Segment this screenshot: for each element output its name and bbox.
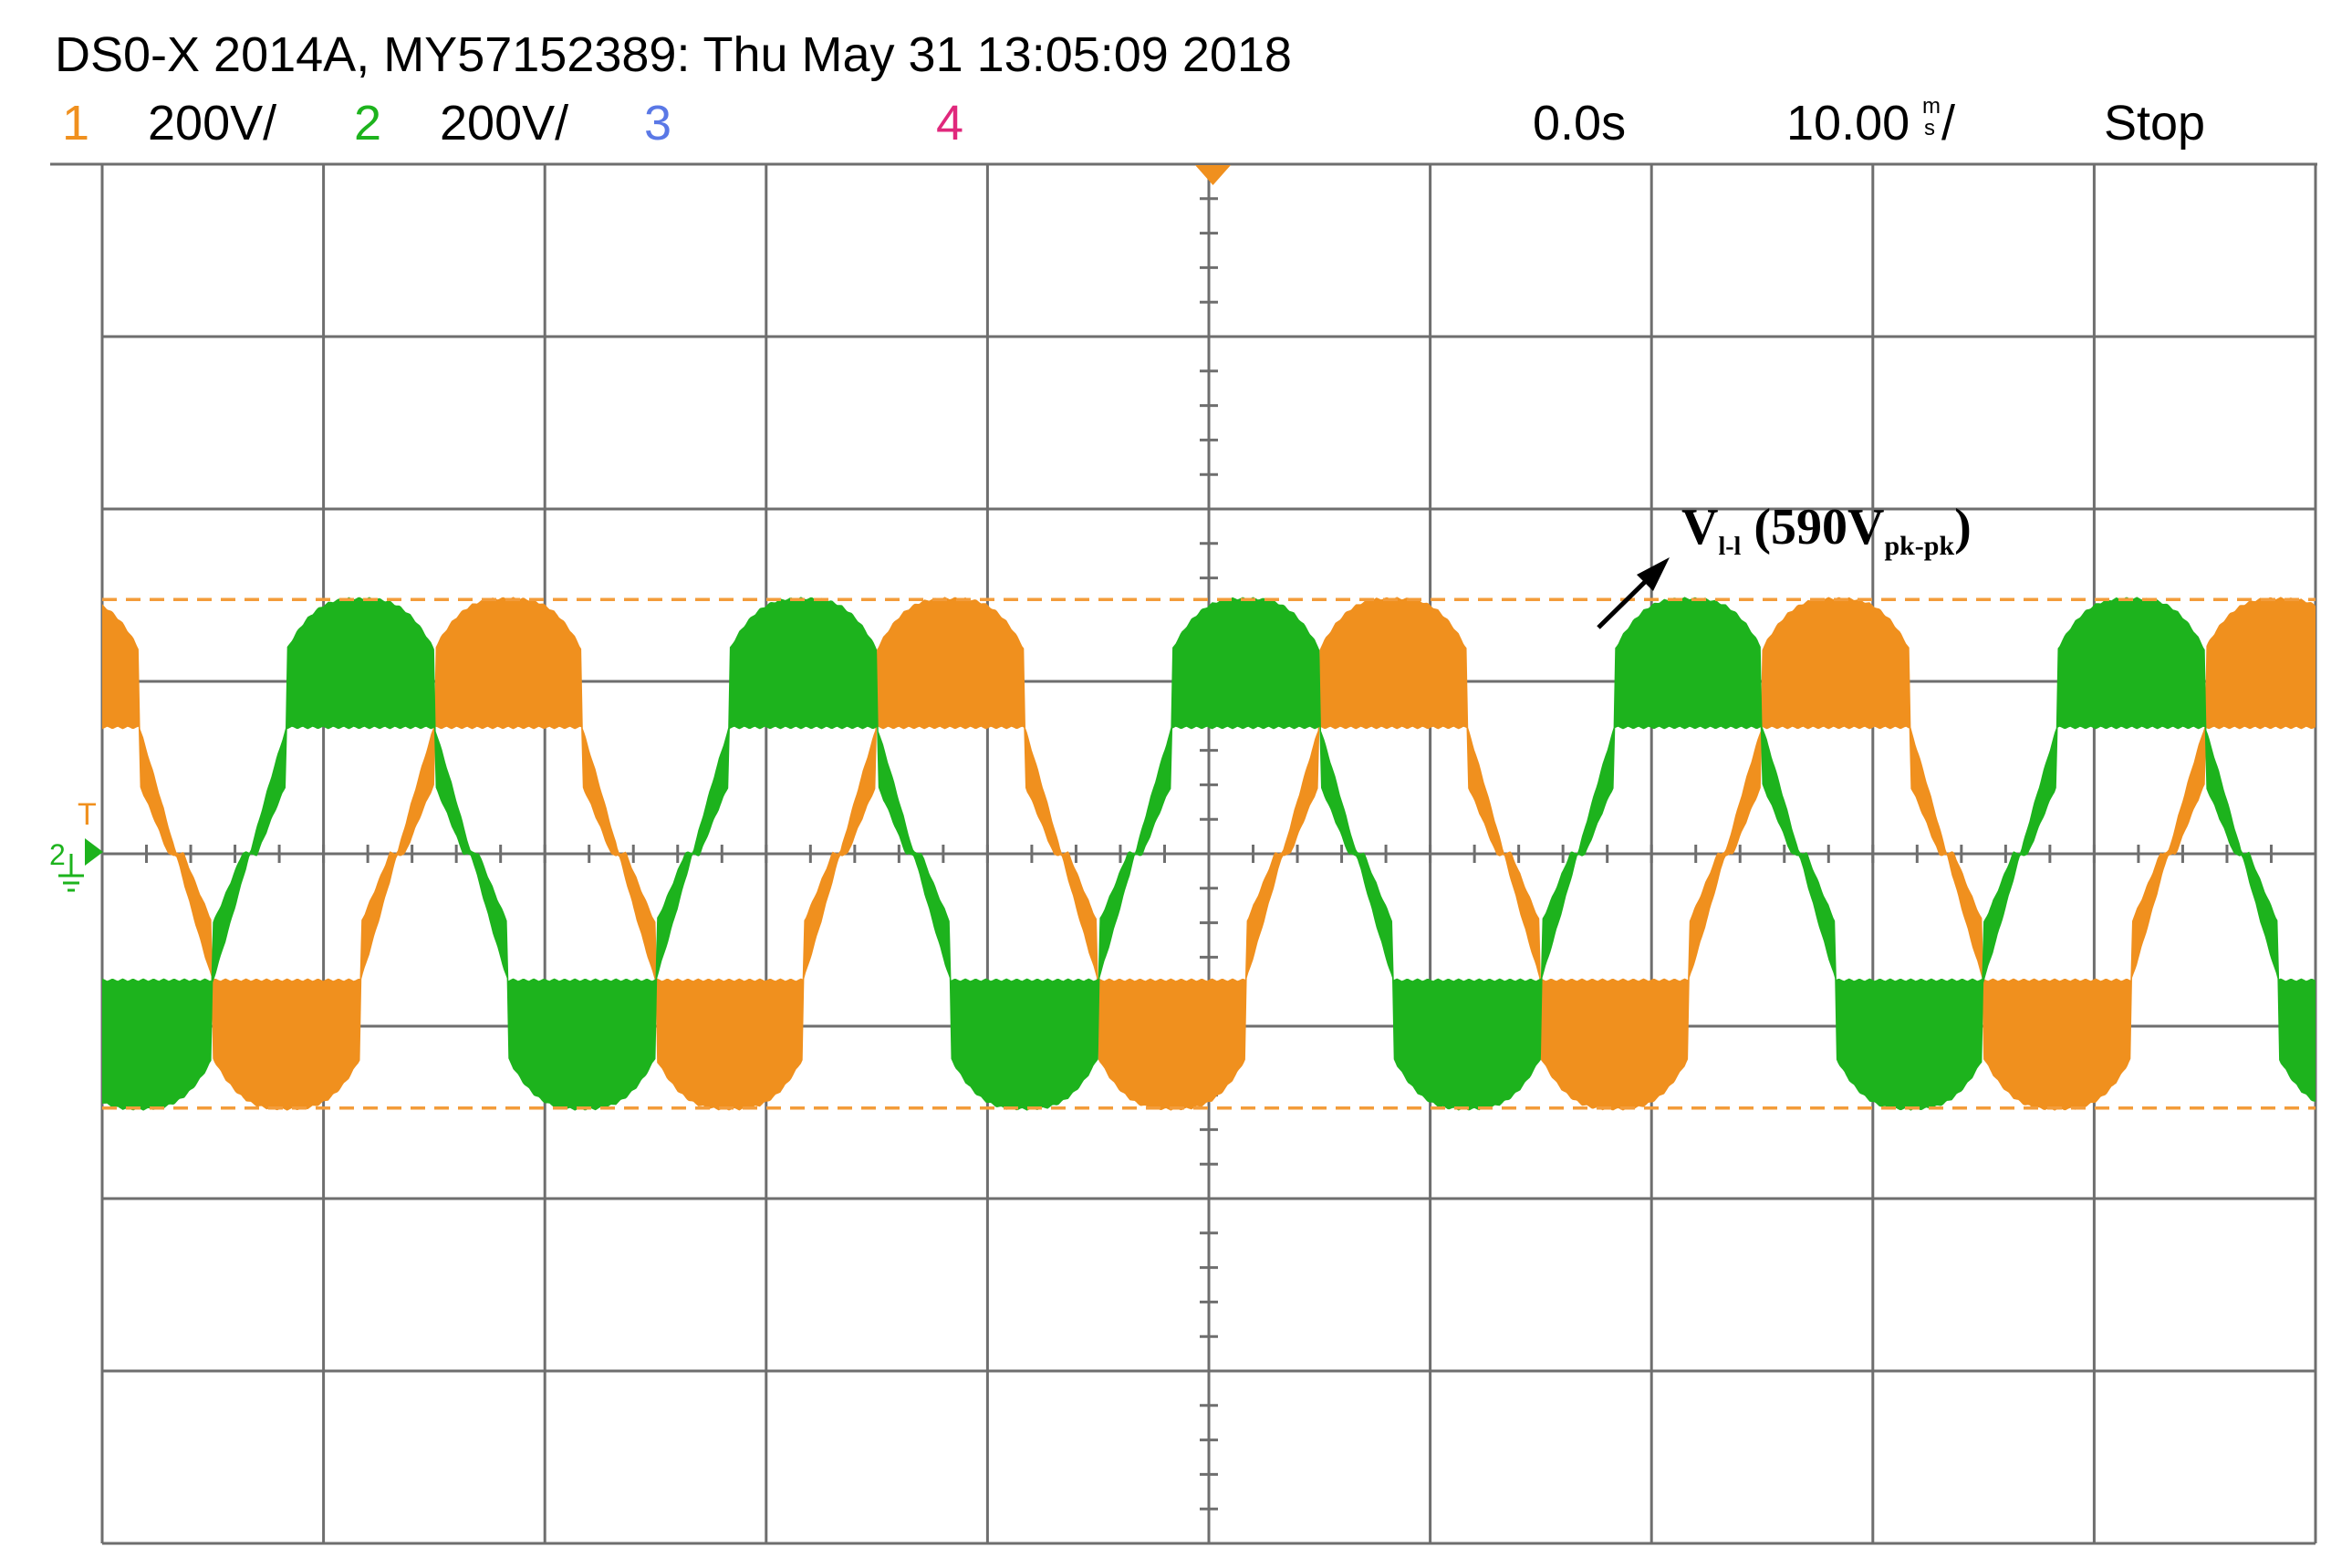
timebase-suffix: / <box>1941 96 1955 151</box>
annotation-arrowhead <box>1637 557 1670 591</box>
annotation-arrow-shaft <box>1597 577 1650 629</box>
timebase-value: 10.00 <box>1786 96 1910 151</box>
ch2-number[interactable]: 2 <box>354 96 381 151</box>
trigger-level-label: T <box>78 797 97 832</box>
run-stop-status[interactable]: Stop <box>2104 96 2205 151</box>
ch2-scale[interactable]: 200V/ <box>440 96 568 151</box>
ch2-trace <box>102 597 2316 1111</box>
timebase-unit-bottom: s <box>1924 116 1935 140</box>
ch2-ground-label: 2 <box>49 838 66 871</box>
trigger-position-marker[interactable] <box>1195 165 1231 185</box>
ch2-ground-arrow <box>85 838 103 866</box>
ch1-number[interactable]: 1 <box>62 96 89 151</box>
time-offset[interactable]: 0.0s <box>1533 96 1626 151</box>
ch1-scale[interactable]: 200V/ <box>148 96 276 151</box>
ch3-number[interactable]: 3 <box>644 96 671 151</box>
amplitude-annotation: Vl-l (590Vpk-pk) <box>1597 499 1972 629</box>
annotation-text: Vl-l (590Vpk-pk) <box>1681 499 1972 561</box>
traces <box>102 597 2316 1111</box>
channel-ground-marker[interactable]: T 2 <box>49 797 103 892</box>
timebase[interactable]: 10.00 m s / <box>1786 94 1955 151</box>
ch4-number[interactable]: 4 <box>936 96 963 151</box>
timebase-unit-top: m <box>1922 94 1941 119</box>
scope-title: DS0-X 2014A, MY57152389: Thu May 31 13:0… <box>55 27 1292 82</box>
